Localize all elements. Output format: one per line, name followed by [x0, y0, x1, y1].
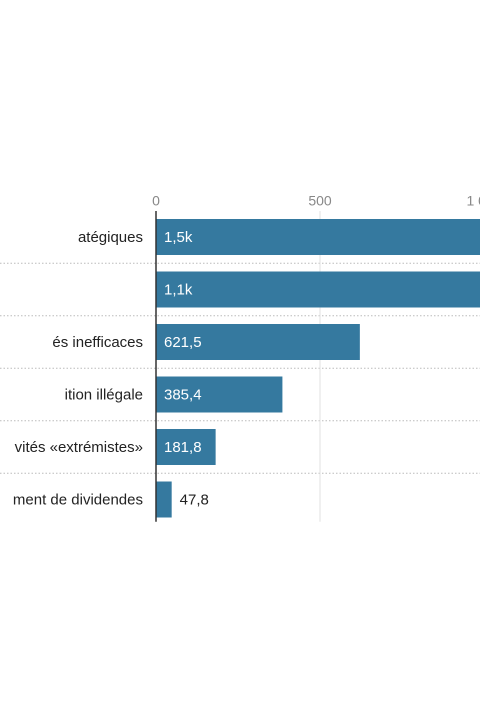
- bar: [156, 376, 283, 413]
- category-label: ment de dividendes: [13, 491, 143, 508]
- value-label: 385,4: [164, 386, 202, 403]
- bar: [156, 271, 480, 308]
- value-label: 47,8: [180, 491, 209, 508]
- x-tick-label: 0: [152, 193, 160, 209]
- category-label: és inefficaces: [52, 334, 143, 351]
- value-label: 621,5: [164, 334, 202, 351]
- x-tick-label: 1 000: [466, 193, 480, 209]
- category-label: vités «extrémistes»: [15, 439, 143, 456]
- category-label: atégiques: [78, 229, 143, 246]
- bar: [156, 481, 172, 518]
- value-label: 181,8: [164, 439, 202, 456]
- category-label: ition illégale: [65, 386, 143, 403]
- bar: [156, 429, 216, 465]
- bar: [156, 324, 360, 360]
- value-label: 1,5k: [164, 229, 193, 246]
- bar: [156, 219, 480, 255]
- x-tick-label: 500: [308, 193, 332, 209]
- value-label: 1,1k: [164, 281, 193, 298]
